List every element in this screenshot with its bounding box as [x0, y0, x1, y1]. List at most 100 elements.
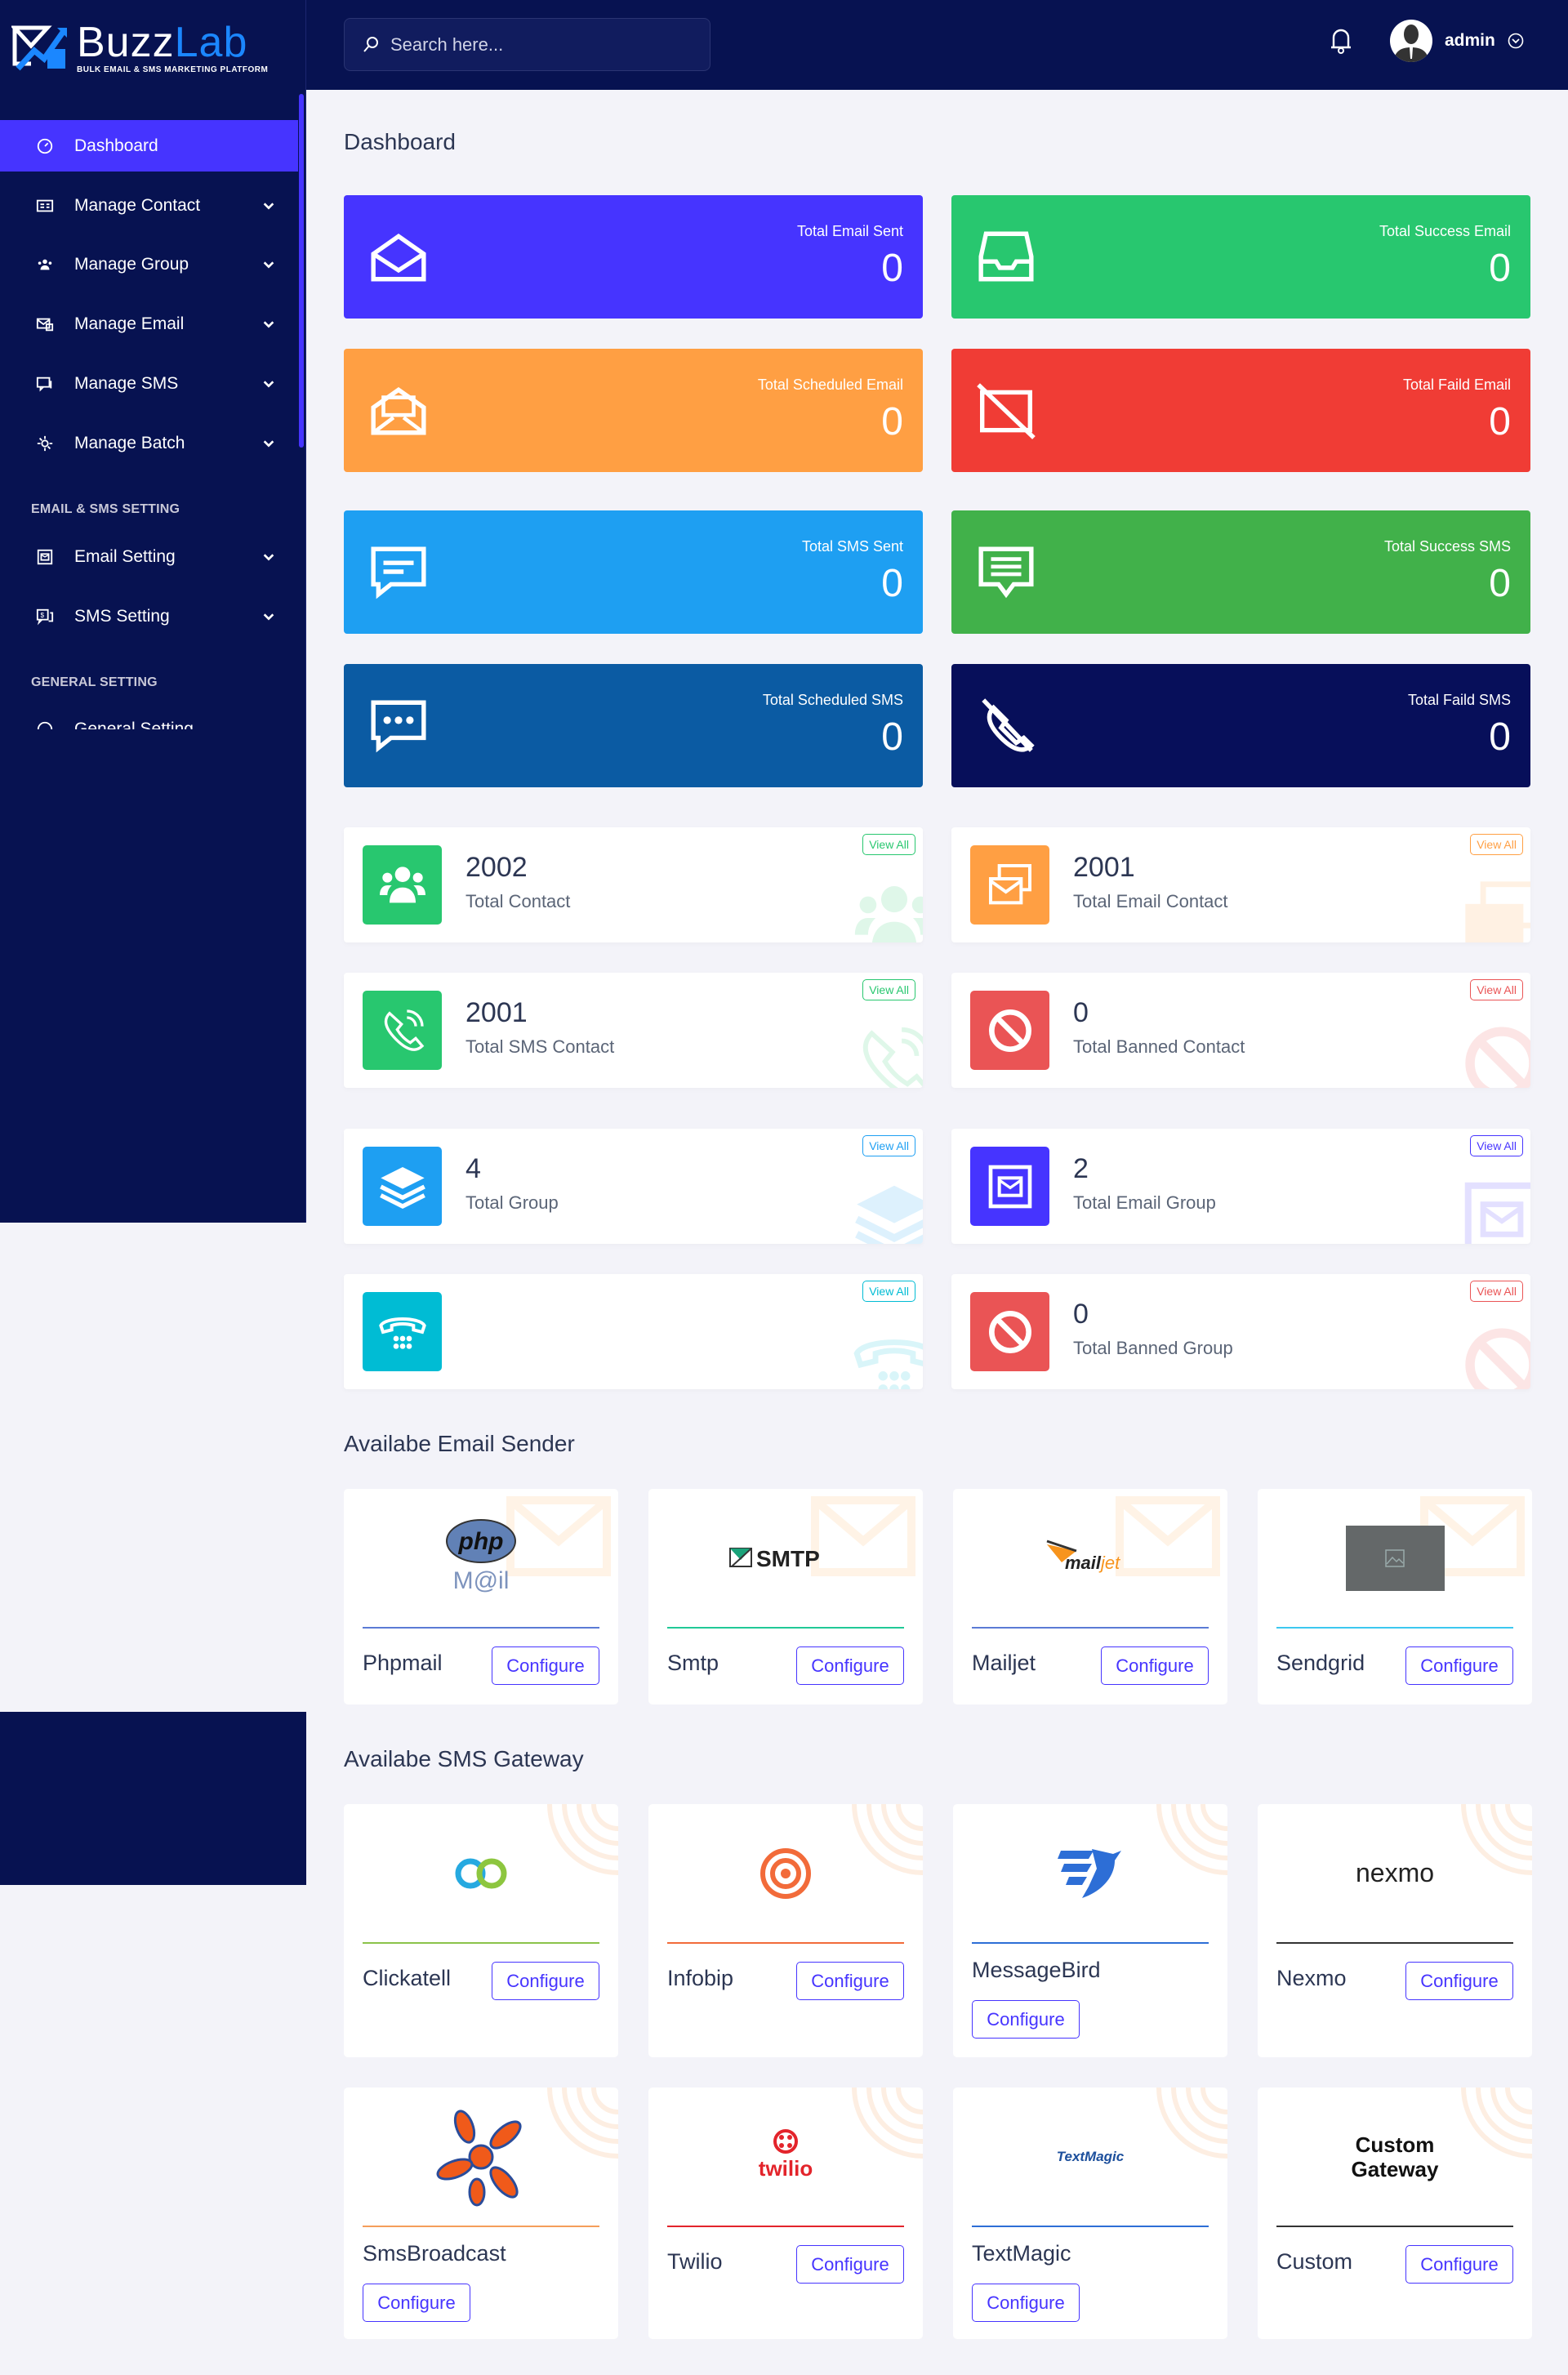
chevron-down-icon: [262, 316, 275, 336]
svg-text:mail: mail: [1065, 1553, 1102, 1573]
email-setting-icon: [33, 548, 57, 566]
user-silhouette-icon: [1393, 25, 1429, 62]
configure-button[interactable]: Configure: [363, 2284, 470, 2322]
sidebar-item-manage-group[interactable]: Manage Group: [0, 238, 298, 290]
divider: [363, 2226, 599, 2227]
sms-icon: [33, 375, 57, 393]
chevron-down-circle-icon[interactable]: [1508, 33, 1524, 49]
view-all-button[interactable]: View All: [1470, 834, 1523, 855]
sidebar-item-manage-email[interactable]: Manage Email: [0, 298, 298, 350]
configure-button[interactable]: Configure: [972, 2284, 1080, 2322]
gateway-card-clickatell: Clickatell Configure: [344, 1804, 618, 2057]
bell-icon[interactable]: [1330, 26, 1352, 54]
search-input[interactable]: [390, 33, 684, 56]
divider: [363, 1627, 599, 1629]
stat-card-total-faild-sms[interactable]: Total Faild SMS 0: [951, 664, 1530, 787]
email-box-icon: [970, 1147, 1049, 1226]
gateway-name: SmsBroadcast: [363, 2241, 506, 2266]
envelope-slash-icon: [976, 380, 1036, 444]
card-watermark-icon: [849, 1320, 923, 1389]
layers-icon: [363, 1147, 442, 1226]
view-all-button[interactable]: View All: [1470, 1281, 1523, 1302]
stat-value: 0: [881, 562, 903, 605]
info-card-total-sms-contact: 2001 Total SMS Contact View All: [344, 973, 923, 1088]
sidebar-scrollbar[interactable]: [299, 94, 304, 448]
configure-button[interactable]: Configure: [796, 1962, 904, 2000]
sidebar-item-label: Manage SMS: [74, 373, 179, 393]
divider: [1276, 1627, 1513, 1629]
telephone-icon: [363, 1292, 442, 1371]
gateway-name: Custom: [1276, 2249, 1353, 2274]
sidebar-item-manage-sms[interactable]: Manage SMS: [0, 358, 298, 409]
stat-card-total-scheduled-email[interactable]: Total Scheduled Email 0: [344, 349, 923, 472]
chevron-down-icon: [262, 608, 275, 628]
configure-button[interactable]: Configure: [492, 1646, 599, 1685]
sidebar-item-manage-contact[interactable]: Manage Contact: [0, 180, 298, 231]
view-all-button[interactable]: View All: [862, 1281, 915, 1302]
divider: [972, 1627, 1209, 1629]
sender-card-smtp: SMTP Smtp Configure: [648, 1489, 923, 1704]
configure-button[interactable]: Configure: [1405, 1646, 1513, 1685]
textmagic-logo: TextMagic: [953, 2088, 1227, 2226]
phone-call-icon: [363, 991, 442, 1070]
info-card-value: 2002: [466, 852, 528, 883]
users-icon: [363, 845, 442, 925]
contact-card-icon: [33, 197, 57, 215]
search-box[interactable]: [344, 18, 710, 71]
view-all-button[interactable]: View All: [862, 834, 915, 855]
sidebar-nav: Dashboard Manage Contact Manage Group Manag…: [0, 120, 298, 729]
configure-button[interactable]: Configure: [1405, 2245, 1513, 2284]
sidebar-item-sms-setting[interactable]: $ SMS Setting: [0, 590, 298, 642]
info-card: View All: [344, 1274, 923, 1389]
svg-text:php: php: [458, 1528, 504, 1555]
sidebar-item-email-setting[interactable]: Email Setting: [0, 531, 298, 582]
configure-button[interactable]: Configure: [1101, 1646, 1209, 1685]
view-all-button[interactable]: View All: [862, 1135, 915, 1156]
sender-name: Smtp: [667, 1651, 719, 1675]
stat-card-total-success-email[interactable]: Total Success Email 0: [951, 195, 1530, 319]
message-dots-icon: [368, 695, 429, 760]
stat-card-total-success-sms[interactable]: Total Success SMS 0: [951, 510, 1530, 634]
phpmail-logo: php M@il: [344, 1489, 618, 1627]
chevron-down-icon: [262, 549, 275, 568]
sidebar-background-fragment: [0, 1712, 306, 1885]
stat-label: Total SMS Sent: [801, 538, 903, 555]
sidebar-item-general-setting[interactable]: General Setting: [0, 703, 298, 729]
envelope-watermark-icon: [810, 1495, 916, 1581]
card-watermark-icon: [1457, 1174, 1530, 1244]
configure-button[interactable]: Configure: [796, 2245, 904, 2284]
divider: [1276, 1942, 1513, 1944]
sender-name: Mailjet: [972, 1651, 1036, 1675]
envelope-open-icon: [368, 226, 429, 291]
avatar[interactable]: [1390, 20, 1432, 62]
card-watermark-icon: [849, 1018, 923, 1088]
view-all-button[interactable]: View All: [1470, 1135, 1523, 1156]
sidebar-item-dashboard[interactable]: Dashboard: [0, 120, 298, 172]
configure-button[interactable]: Configure: [1405, 1962, 1513, 2000]
info-card-value: 0: [1073, 1299, 1089, 1330]
view-all-button[interactable]: View All: [862, 979, 915, 1000]
stat-label: Total Email Sent: [796, 223, 903, 239]
stat-card-total-email-sent[interactable]: Total Email Sent 0: [344, 195, 923, 319]
view-all-button[interactable]: View All: [1470, 979, 1523, 1000]
info-card-value: 0: [1073, 997, 1089, 1028]
stat-card-total-scheduled-sms[interactable]: Total Scheduled SMS 0: [344, 664, 923, 787]
brand-logo[interactable]: BuzzLab BULK EMAIL & SMS MARKETING PLATF…: [11, 21, 268, 74]
chevron-down-icon: [262, 256, 275, 276]
info-card-total-email-group: 2 Total Email Group View All: [951, 1129, 1530, 1244]
stat-card-total-faild-email[interactable]: Total Faild Email 0: [951, 349, 1530, 472]
configure-button[interactable]: Configure: [796, 1646, 904, 1685]
stat-value: 0: [881, 715, 903, 759]
stat-card-total-sms-sent[interactable]: Total SMS Sent 0: [344, 510, 923, 634]
globe-icon: [33, 720, 57, 729]
email-icon: [33, 315, 57, 333]
sidebar-item-label: General Setting: [74, 719, 194, 730]
configure-button[interactable]: Configure: [492, 1962, 599, 2000]
info-card-label: Total Email Group: [1073, 1192, 1216, 1213]
configure-button[interactable]: Configure: [972, 2000, 1080, 2039]
user-name[interactable]: admin: [1445, 31, 1495, 50]
info-card-total-group: 4 Total Group View All: [344, 1129, 923, 1244]
divider: [972, 2226, 1209, 2227]
sidebar-item-manage-batch[interactable]: Manage Batch: [0, 417, 298, 469]
card-watermark-icon: [1457, 1320, 1530, 1389]
